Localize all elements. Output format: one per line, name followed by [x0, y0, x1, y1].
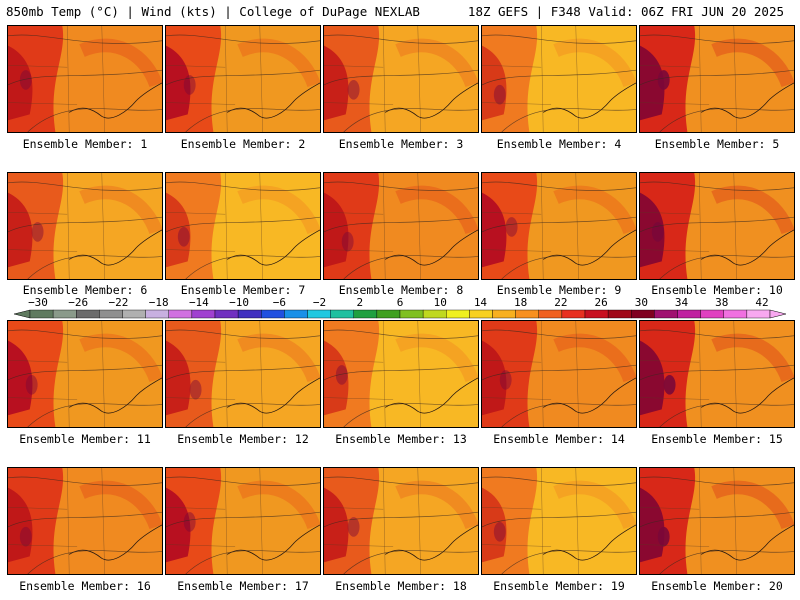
- colorbar-segment: [307, 309, 331, 319]
- ensemble-member-label: Ensemble Member: 8: [338, 283, 464, 297]
- colorbar-tick-label: 30: [634, 296, 648, 309]
- colorbar-arrow-right: [769, 309, 787, 319]
- ensemble-member-map: [481, 25, 637, 133]
- colorbar-segment: [330, 309, 354, 319]
- colorbar-segment: [99, 309, 123, 319]
- colorbar-segment: [353, 309, 378, 319]
- colorbar-segment: [237, 309, 262, 319]
- ensemble-member-map: [165, 25, 321, 133]
- colorbar-segment: [145, 309, 169, 319]
- colorbar-tick-label: 38: [715, 296, 729, 309]
- colorbar-segment: [631, 309, 655, 319]
- colorbar-segment: [677, 309, 701, 319]
- ensemble-member-map: [639, 467, 795, 575]
- ensemble-member-map: [481, 320, 637, 428]
- ensemble-member-map: [639, 172, 795, 280]
- colorbar-segment: [538, 309, 563, 319]
- colorbar-tick-label: 34: [674, 296, 689, 309]
- colorbar-tick-label: 42: [755, 296, 769, 309]
- colorbar-segment: [191, 309, 216, 319]
- ensemble-member-map: [481, 172, 637, 280]
- colorbar-tick-label: −18: [148, 296, 169, 309]
- colorbar-segment: [515, 309, 539, 319]
- colorbar-segment: [52, 309, 77, 319]
- colorbar-segment: [446, 309, 470, 319]
- colorbar-tick-label: −22: [108, 296, 129, 309]
- ensemble-member-label: Ensemble Member: 5: [654, 137, 780, 151]
- colorbar-tick-label: 14: [473, 296, 488, 309]
- ensemble-member-label: Ensemble Member: 15: [651, 432, 783, 446]
- colorbar-segment: [723, 309, 748, 319]
- ensemble-member-label: Ensemble Member: 4: [496, 137, 622, 151]
- colorbar-segment: [29, 309, 54, 319]
- header-title-left: 850mb Temp (°C) | Wind (kts) | College o…: [6, 4, 420, 19]
- colorbar-segment: [469, 309, 493, 319]
- colorbar-segment: [284, 309, 308, 319]
- colorbar-segment: [422, 309, 447, 319]
- colorbar-segment: [654, 309, 678, 319]
- colorbar-segment: [561, 309, 586, 319]
- ensemble-member-label: Ensemble Member: 13: [335, 432, 467, 446]
- ensemble-member-map: [639, 320, 795, 428]
- colorbar-tick-label: −10: [229, 296, 250, 309]
- colorbar-tick-label: 2: [356, 296, 364, 309]
- ensemble-member-label: Ensemble Member: 1: [22, 137, 148, 151]
- ensemble-member-label: Ensemble Member: 2: [180, 137, 306, 151]
- colorbar-segment: [76, 309, 100, 319]
- ensemble-member-label: Ensemble Member: 16: [19, 579, 151, 593]
- ensemble-member-map: [323, 25, 479, 133]
- colorbar-segment: [261, 309, 285, 319]
- ensemble-member-label: Ensemble Member: 17: [177, 579, 309, 593]
- colorbar-tick-label: −14: [188, 296, 209, 309]
- colorbar-segment: [584, 309, 609, 319]
- colorbar-tick-label: 18: [514, 296, 528, 309]
- colorbar-segment: [607, 309, 632, 319]
- ensemble-member-map: [323, 320, 479, 428]
- colorbar-arrow-left: [13, 309, 31, 319]
- colorbar-tick-label: −30: [28, 296, 48, 309]
- ensemble-member-label: Ensemble Member: 9: [496, 283, 622, 297]
- colorbar-tick-label: 22: [554, 296, 568, 309]
- ensemble-member-label: Ensemble Member: 3: [338, 137, 464, 151]
- ensemble-member-map: [165, 467, 321, 575]
- colorbar-segment: [214, 309, 239, 319]
- ensemble-member-map: [639, 25, 795, 133]
- ensemble-member-label: Ensemble Member: 14: [493, 432, 625, 446]
- temperature-colorbar: [13, 309, 787, 319]
- ensemble-member-label: Ensemble Member: 7: [180, 283, 306, 297]
- colorbar-tick-label: −2: [312, 296, 327, 309]
- ensemble-member-label: Ensemble Member: 19: [493, 579, 625, 593]
- ensemble-member-map: [481, 467, 637, 575]
- ensemble-member-label: Ensemble Member: 6: [22, 283, 148, 297]
- ensemble-member-label: Ensemble Member: 20: [651, 579, 783, 593]
- ensemble-member-map: [7, 467, 163, 575]
- colorbar-tick-label: −6: [272, 296, 286, 309]
- colorbar-tick-label: −26: [68, 296, 89, 309]
- colorbar-segment: [168, 309, 193, 319]
- ensemble-member-map: [165, 320, 321, 428]
- ensemble-member-label: Ensemble Member: 11: [19, 432, 151, 446]
- colorbar-segment: [122, 309, 146, 319]
- ensemble-member-label: Ensemble Member: 10: [651, 283, 783, 297]
- ensemble-member-map: [323, 172, 479, 280]
- ensemble-member-map: [7, 320, 163, 428]
- ensemble-member-map: [7, 25, 163, 133]
- colorbar-segment: [399, 309, 424, 319]
- ensemble-member-label: Ensemble Member: 18: [335, 579, 467, 593]
- header-title-right: 18Z GEFS | F348 Valid: 06Z FRI JUN 20 20…: [467, 4, 784, 19]
- colorbar-tick-label: 10: [433, 296, 447, 309]
- ensemble-member-map: [165, 172, 321, 280]
- colorbar-segment: [376, 309, 401, 319]
- colorbar-segment: [746, 309, 771, 319]
- colorbar-tick-label: 26: [594, 296, 608, 309]
- ensemble-member-label: Ensemble Member: 12: [177, 432, 309, 446]
- ensemble-member-map: [323, 467, 479, 575]
- colorbar-tick-label: 6: [396, 296, 404, 309]
- colorbar-segment: [700, 309, 724, 319]
- ensemble-member-map: [7, 172, 163, 280]
- colorbar-segment: [492, 309, 516, 319]
